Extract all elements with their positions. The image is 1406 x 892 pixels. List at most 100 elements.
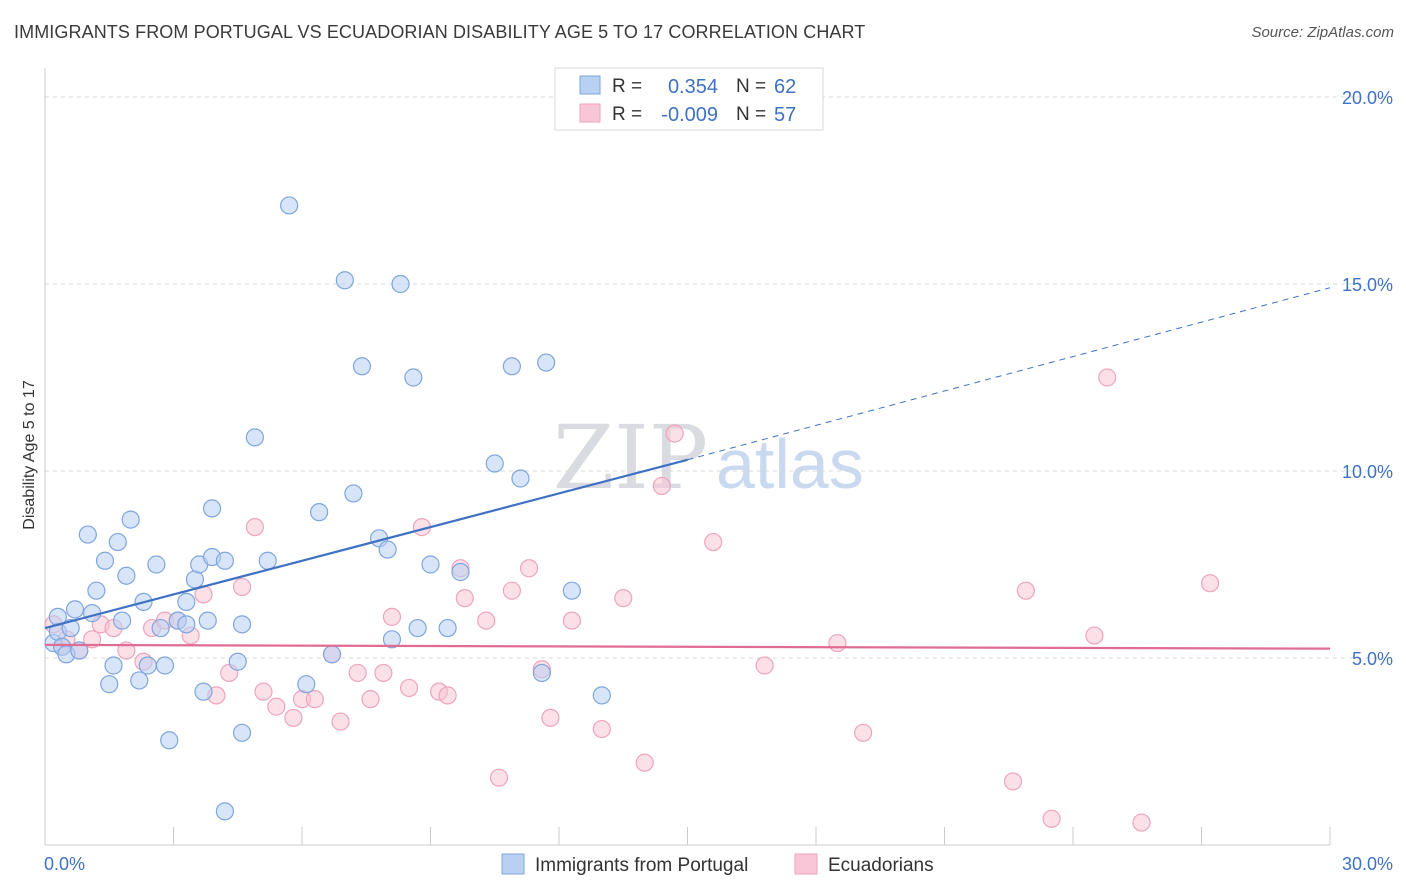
data-point-ecuadorians (1098, 368, 1117, 387)
data-point-portugal (421, 555, 440, 574)
data-point-portugal (112, 611, 132, 630)
grid (45, 96, 1392, 659)
data-point-portugal (232, 615, 252, 634)
data-point-portugal (310, 503, 329, 522)
bottom-legend-label-portugal: Immigrants from Portugal (535, 855, 748, 876)
data-point-ecuadorians (1200, 574, 1220, 593)
data-point-portugal (177, 592, 196, 612)
bottom-legend-swatch-blue (501, 853, 525, 875)
bottom-legend-swatch-pink (794, 853, 818, 875)
watermark-zip: ZIP (553, 406, 708, 509)
data-point-portugal (438, 618, 457, 638)
data-point-ecuadorians (382, 607, 402, 626)
y-tick-label: 15.0% (1342, 275, 1393, 295)
trend-line-portugal (44, 458, 688, 630)
data-point-ecuadorians (245, 517, 264, 537)
data-point-ecuadorians (267, 697, 286, 716)
data-point-ecuadorians (374, 663, 393, 683)
legend-n-label-pink: N = (736, 104, 766, 125)
data-point-portugal (177, 615, 196, 634)
data-point-portugal (592, 686, 611, 705)
x-tick-label: 0.0% (44, 854, 85, 874)
data-point-portugal (95, 551, 115, 570)
data-point-ecuadorians (541, 708, 560, 727)
legend-swatch-pink (579, 103, 601, 123)
data-point-ecuadorians (399, 678, 419, 698)
data-point-ecuadorians (704, 532, 723, 552)
data-point-ecuadorians (305, 690, 324, 709)
data-point-portugal (335, 271, 354, 290)
legend-r-label-blue: R = (612, 76, 642, 97)
legend-n-value-pink: 57 (774, 104, 796, 126)
data-point-ecuadorians (348, 663, 367, 683)
data-point-portugal (155, 656, 175, 675)
data-point-portugal (280, 196, 299, 215)
trend-line-ecuadorians (44, 643, 1331, 650)
legend-n-value-blue: 62 (774, 76, 796, 98)
data-point-ecuadorians (1042, 809, 1061, 828)
data-point-ecuadorians (361, 690, 380, 709)
data-point-ecuadorians (455, 589, 474, 608)
data-point-portugal (100, 675, 119, 694)
data-point-ecuadorians (502, 581, 521, 600)
watermark-atlas: atlas (716, 425, 864, 503)
data-point-portugal (562, 581, 581, 600)
top-legend: R = 0.354 N = 62 R = -0.009 N = 57 (554, 67, 824, 131)
data-point-portugal (245, 428, 264, 447)
y-tick-label: 10.0% (1342, 462, 1393, 482)
data-point-ecuadorians (614, 589, 633, 608)
legend-r-value-pink: -0.009 (661, 104, 718, 126)
legend-swatch-blue (579, 75, 601, 95)
data-point-ecuadorians (854, 723, 873, 742)
data-point-portugal (104, 656, 123, 675)
data-point-portugal (344, 484, 363, 503)
data-point-ecuadorians (592, 719, 611, 739)
data-point-ecuadorians (438, 686, 457, 705)
data-point-ecuadorians (1003, 772, 1023, 791)
bottom-legend: Immigrants from Portugal Ecuadorians (501, 853, 934, 876)
data-point-ecuadorians (489, 768, 509, 787)
trend-line-portugal-extension (687, 287, 1331, 461)
data-point-portugal (502, 357, 521, 376)
data-point-ecuadorians (1085, 626, 1104, 645)
data-point-portugal (511, 469, 530, 488)
y-tick-label: 20.0% (1342, 88, 1393, 108)
data-point-ecuadorians (635, 753, 654, 772)
bottom-legend-label-ecuadorians: Ecuadorians (828, 855, 934, 876)
data-point-portugal (258, 551, 277, 570)
data-point-ecuadorians (562, 611, 581, 630)
data-point-portugal (151, 618, 170, 638)
legend-r-label-pink: R = (612, 104, 642, 125)
data-point-portugal (228, 652, 247, 671)
data-point-portugal (352, 357, 372, 376)
data-point-portugal (451, 562, 470, 582)
data-point-portugal (408, 618, 427, 638)
data-point-portugal (215, 802, 234, 821)
data-point-portugal (70, 641, 89, 660)
data-point-portugal (378, 540, 397, 559)
data-point-portugal (232, 723, 252, 742)
data-point-portugal (147, 555, 166, 574)
data-point-ecuadorians (284, 708, 303, 727)
data-point-ecuadorians (254, 682, 273, 701)
data-point-portugal (322, 645, 342, 664)
data-point-portugal (391, 274, 410, 294)
chart-title: IMMIGRANTS FROM PORTUGAL VS ECUADORIAN D… (14, 22, 866, 42)
data-point-portugal (65, 600, 85, 619)
trend-lines (44, 287, 1331, 650)
data-point-portugal (404, 368, 423, 387)
y-axis-title: Disability Age 5 to 17 (21, 380, 38, 530)
legend-n-label-blue: N = (736, 76, 766, 97)
data-point-portugal (117, 566, 136, 585)
data-point-portugal (108, 532, 127, 552)
data-point-portugal (61, 618, 80, 638)
data-point-ecuadorians (652, 476, 671, 496)
data-point-ecuadorians (665, 424, 684, 443)
data-point-portugal (121, 510, 140, 529)
legend-r-value-blue: 0.354 (668, 76, 718, 98)
data-point-portugal (297, 675, 316, 694)
y-tick-label: 5.0% (1352, 649, 1393, 669)
data-point-portugal (130, 671, 149, 690)
data-point-portugal (198, 611, 217, 630)
